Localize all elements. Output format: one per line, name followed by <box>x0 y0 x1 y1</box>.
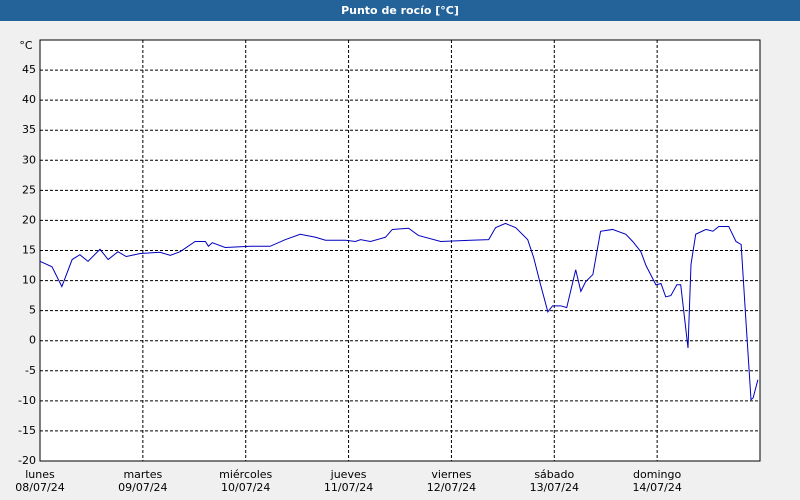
x-tick-label: miércoles 10/07/24 <box>219 468 273 494</box>
y-tick-label: 40 <box>22 93 36 106</box>
y-tick-label: 45 <box>22 63 36 76</box>
x-tick-label: lunes 08/07/24 <box>15 468 65 494</box>
y-tick-label: 30 <box>22 153 36 166</box>
y-tick-label: 10 <box>22 274 36 287</box>
y-tick-label: 0 <box>29 334 36 347</box>
plot-border <box>39 39 761 462</box>
x-tick-label: domingo 14/07/24 <box>632 468 682 494</box>
y-tick-label: -10 <box>18 394 36 407</box>
x-tick-label: viernes 12/07/24 <box>426 468 477 494</box>
x-tick-label: martes 09/07/24 <box>118 468 168 494</box>
y-tick-label: 35 <box>22 123 36 136</box>
x-tick-label: sábado 13/07/24 <box>529 468 579 494</box>
y-axis-label: °C <box>19 39 33 52</box>
y-tick-label: 5 <box>29 304 36 317</box>
x-tick-label: jueves 11/07/24 <box>323 468 374 494</box>
y-tick-label: 15 <box>22 244 36 257</box>
y-tick-label: -5 <box>25 364 36 377</box>
y-tick-label: -20 <box>18 454 36 467</box>
y-tick-label: -15 <box>18 424 36 437</box>
y-tick-label: 20 <box>22 213 36 226</box>
y-tick-label: 25 <box>22 183 36 196</box>
data-line <box>39 222 759 401</box>
title-bar: Punto de rocío [°C] <box>0 0 800 21</box>
